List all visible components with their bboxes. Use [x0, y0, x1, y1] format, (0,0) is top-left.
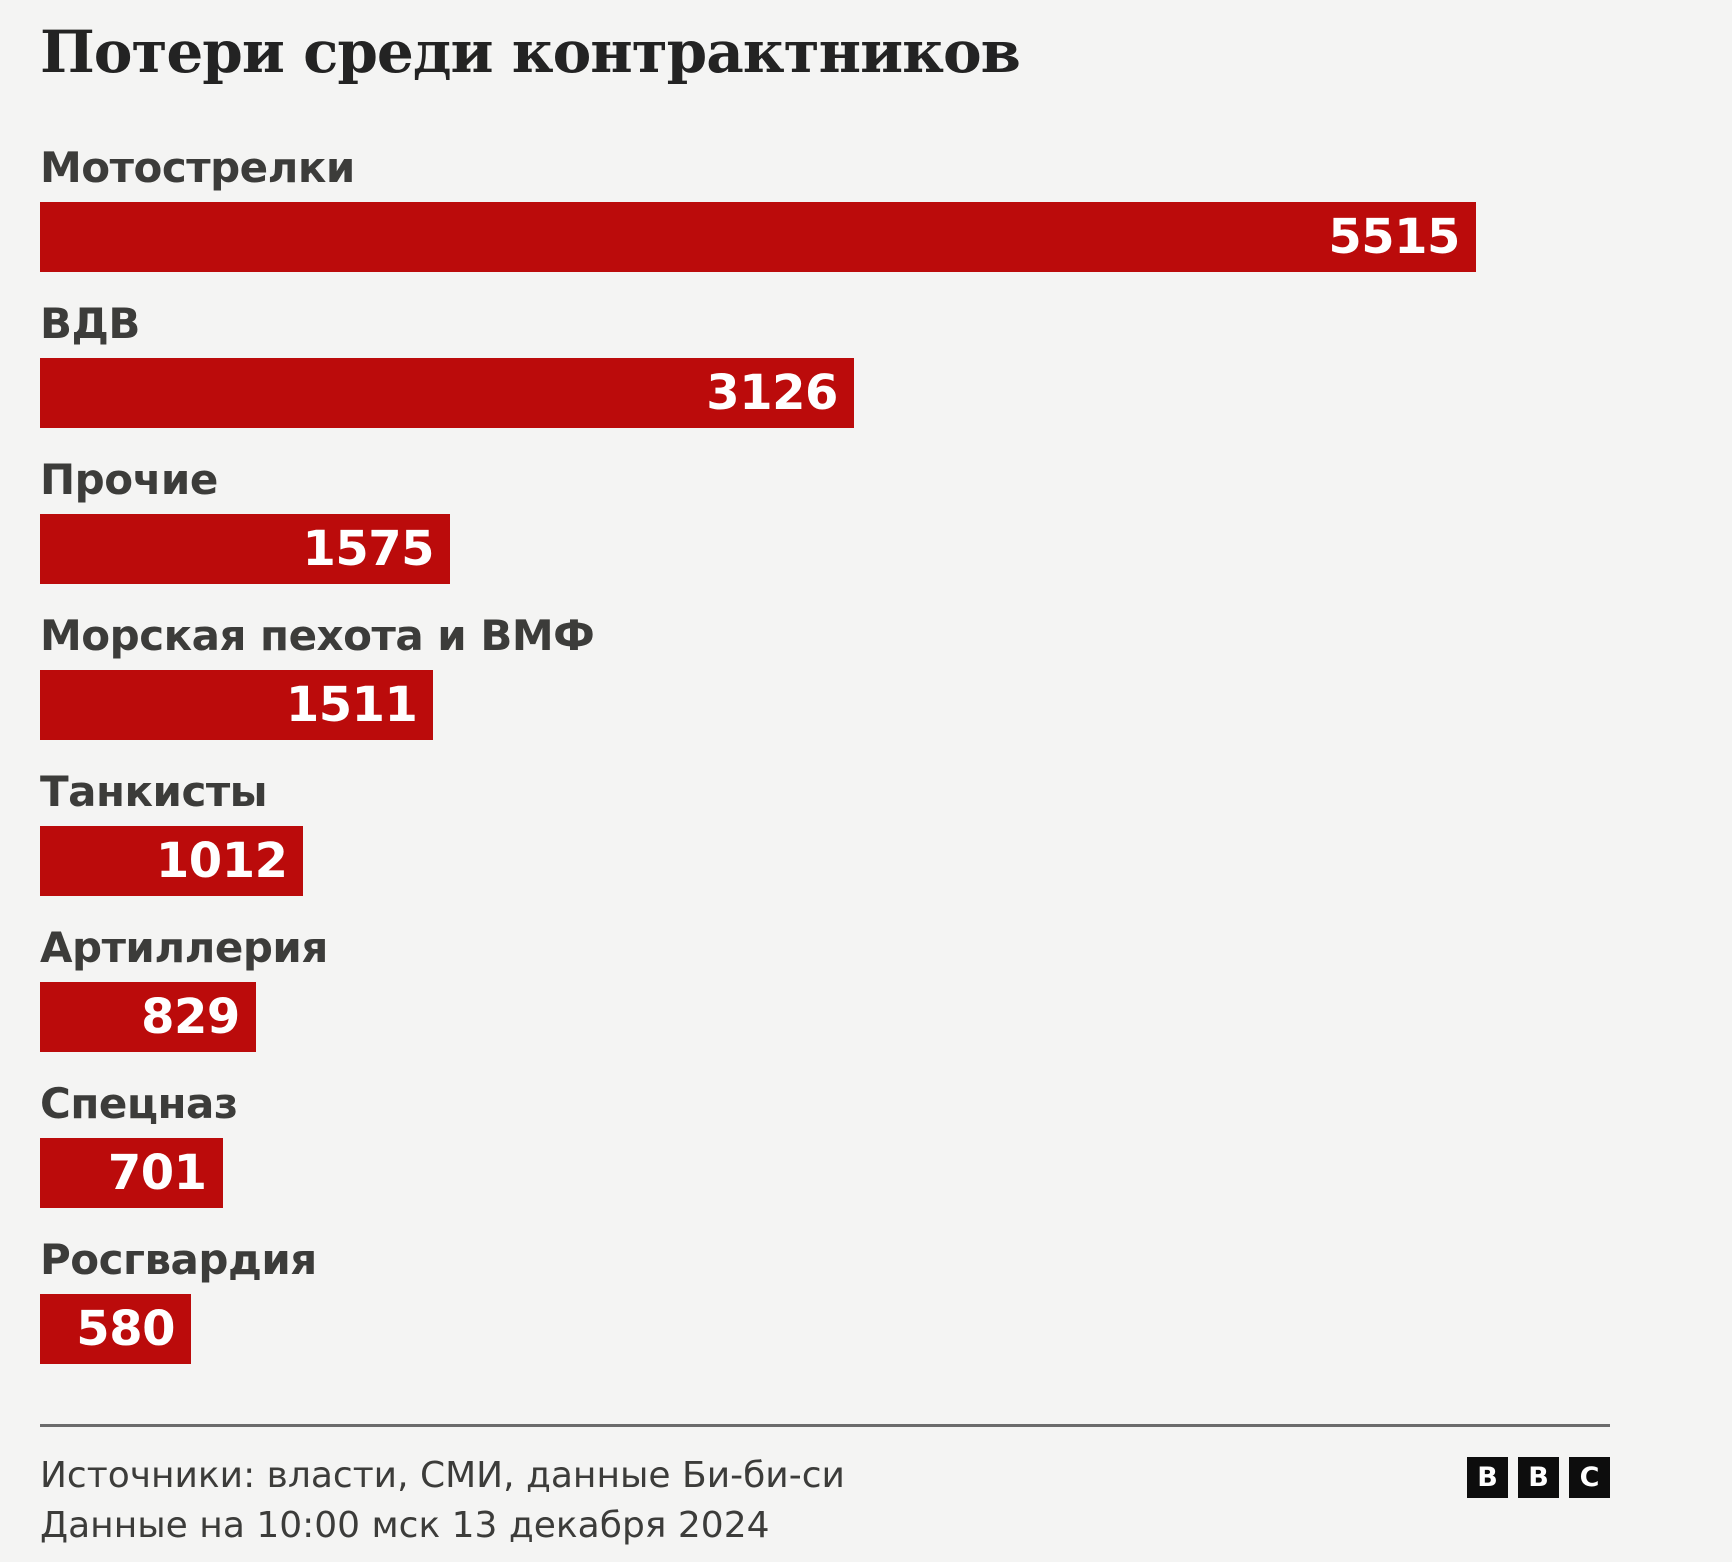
- source-text: Источники: власти, СМИ, данные Би-би-си: [40, 1455, 845, 1496]
- bar: 701: [40, 1138, 223, 1208]
- bbc-logo-letter: B: [1518, 1457, 1559, 1498]
- bar-value: 829: [141, 989, 240, 1045]
- bar-value: 5515: [1328, 209, 1460, 265]
- bbc-logo-letter: C: [1569, 1457, 1610, 1498]
- chart-title: Потери среди контрактников: [40, 18, 1021, 86]
- bar-row: Росгвардия 580: [40, 1238, 1610, 1364]
- bar-label: ВДВ: [40, 299, 140, 348]
- bar: 580: [40, 1294, 191, 1364]
- bar-row: Спецназ 701: [40, 1082, 1610, 1208]
- bar-value: 1511: [285, 677, 418, 733]
- bar-value: 701: [107, 1145, 207, 1201]
- footer-text-block: Источники: власти, СМИ, данные Би-би-си …: [40, 1451, 845, 1551]
- bar-label: Танкисты: [40, 767, 268, 816]
- bar-label: Мотострелки: [40, 143, 355, 192]
- bar: 829: [40, 982, 256, 1052]
- bar-value: 3126: [706, 365, 838, 421]
- bar-label: Росгвардия: [40, 1235, 317, 1284]
- bar: 1575: [40, 514, 451, 584]
- bar-value: 1575: [302, 521, 435, 577]
- bar-row: Морская пехота и ВМФ 1511: [40, 614, 1610, 740]
- bar: 1511: [40, 670, 434, 740]
- bar-label: Спецназ: [40, 1079, 238, 1128]
- bar-value: 580: [76, 1301, 175, 1357]
- bar-chart: Мотострелки 5515 ВДВ 3126 Прочие 1575 Морская …: [40, 146, 1610, 1364]
- bar-label: Морская пехота и ВМФ: [40, 611, 595, 660]
- bbc-logo-letter: B: [1467, 1457, 1508, 1498]
- bar-row: Прочие 1575: [40, 458, 1610, 584]
- bar-value: 1012: [155, 833, 288, 889]
- bar-label: Прочие: [40, 455, 218, 504]
- footer: Источники: власти, СМИ, данные Би-би-си …: [40, 1427, 1610, 1551]
- footer-divider: [40, 1424, 1610, 1427]
- data-date-text: Данные на 10:00 мск 13 декабря 2024: [40, 1505, 770, 1546]
- bar-row: Артиллерия 829: [40, 926, 1610, 1052]
- bar: 3126: [40, 358, 854, 428]
- bar: 1012: [40, 826, 304, 896]
- bbc-logo: B B C: [1467, 1457, 1610, 1498]
- bar-row: Мотострелки 5515: [40, 146, 1610, 272]
- bar: 5515: [40, 202, 1476, 272]
- bar-row: Танкисты 1012: [40, 770, 1610, 896]
- bar-label: Артиллерия: [40, 923, 328, 972]
- bar-row: ВДВ 3126: [40, 302, 1610, 428]
- content-area: Потери среди контрактников Мотострелки 55…: [40, 0, 1610, 1551]
